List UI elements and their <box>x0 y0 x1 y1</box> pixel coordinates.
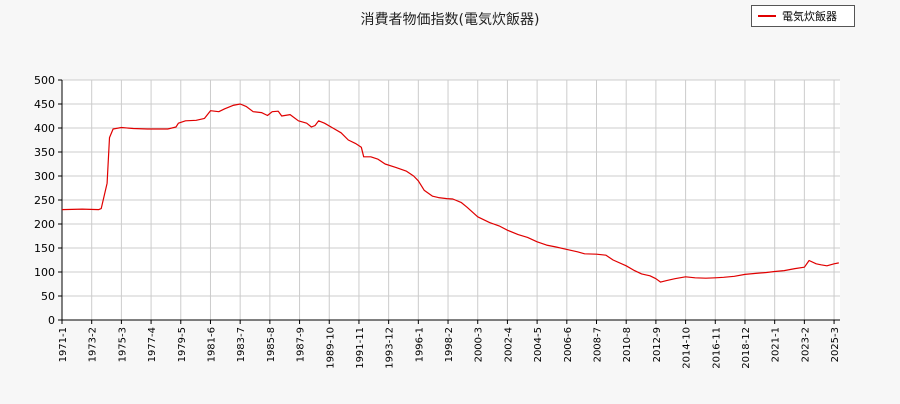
y-tick-label: 200 <box>34 218 55 231</box>
y-tick-label: 300 <box>34 170 55 183</box>
x-tick-label: 2002-4 <box>503 327 514 362</box>
x-tick-label: 1996-1 <box>414 327 425 362</box>
x-tick-label: 1973-2 <box>88 327 99 362</box>
x-tick-label: 1985-8 <box>266 327 277 362</box>
legend-label: 電気炊飯器 <box>782 10 837 23</box>
x-tick-label: 2021-1 <box>771 327 782 362</box>
y-tick-label: 350 <box>34 146 55 159</box>
y-tick-label: 0 <box>48 314 55 327</box>
y-tick-label: 400 <box>34 122 55 135</box>
legend: 電気炊飯器 <box>751 5 855 27</box>
x-tick-label: 1979-5 <box>177 327 188 362</box>
x-tick-label: 2010-8 <box>622 327 633 362</box>
x-tick-label: 2025-3 <box>830 327 841 362</box>
x-tick-label: 1987-9 <box>296 327 307 362</box>
x-tick-label: 1981-6 <box>206 327 217 362</box>
x-tick-label: 2004-5 <box>533 327 544 362</box>
y-tick-label: 450 <box>34 98 55 111</box>
x-tick-label: 1971-1 <box>58 327 69 362</box>
legend-swatch <box>758 15 776 17</box>
x-tick-label: 1991-11 <box>355 327 366 369</box>
y-tick-label: 500 <box>34 74 55 87</box>
x-tick-label: 2018-12 <box>741 327 752 369</box>
x-tick-label: 2012-9 <box>652 327 663 362</box>
y-tick-label: 150 <box>34 242 55 255</box>
y-tick-label: 250 <box>34 194 55 207</box>
x-tick-label: 2008-7 <box>593 327 604 362</box>
y-tick-label: 100 <box>34 266 55 279</box>
x-tick-label: 1998-2 <box>444 327 455 362</box>
x-tick-label: 2006-6 <box>563 327 574 362</box>
x-tick-label: 2000-3 <box>474 327 485 362</box>
series-line <box>61 103 839 283</box>
x-tick-label: 2016-11 <box>711 327 722 369</box>
x-tick-label: 2014-10 <box>682 327 693 369</box>
x-tick-label: 1977-4 <box>147 327 158 362</box>
x-tick-label: 1983-7 <box>236 327 247 362</box>
x-tick-label: 1989-10 <box>325 327 336 369</box>
y-tick-label: 50 <box>41 290 55 303</box>
x-tick-label: 2023-2 <box>800 327 811 362</box>
x-tick-label: 1975-3 <box>117 327 128 362</box>
x-tick-label: 1993-12 <box>385 327 396 369</box>
chart-title: 消費者物価指数(電気炊飯器) <box>360 12 540 28</box>
